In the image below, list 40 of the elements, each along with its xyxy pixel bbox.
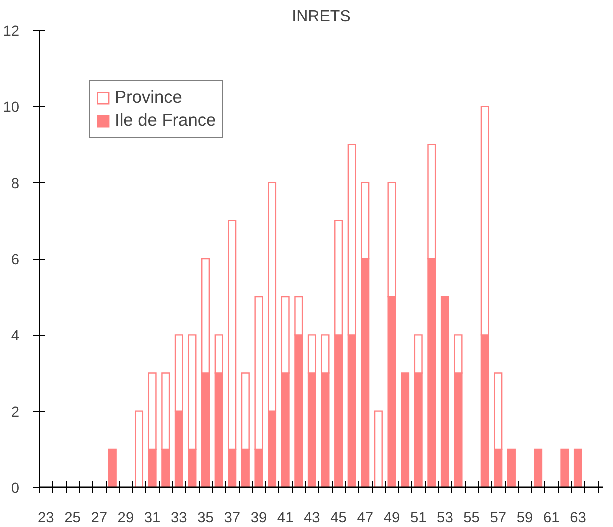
legend-label: Ile de France (115, 110, 216, 131)
bar (574, 448, 582, 488)
y-tick-label: 4 (11, 328, 20, 345)
x-tick-label: 23 (38, 510, 54, 526)
y-tick-label: 2 (11, 404, 20, 421)
x-tick-label: 27 (91, 510, 108, 526)
x-tick-label: 53 (437, 510, 454, 526)
bar (507, 448, 516, 488)
bar (560, 448, 570, 488)
x-tick-label: 41 (277, 510, 294, 526)
legend-label: Province (115, 87, 182, 108)
x-tick-label: 31 (144, 510, 161, 526)
x-tick-label: 49 (384, 510, 400, 526)
x-tick-label: 25 (64, 510, 81, 526)
x-tick-label: 59 (516, 510, 534, 526)
bar (135, 410, 144, 488)
x-tick-label: 39 (250, 510, 268, 526)
y-tick-label: 8 (11, 176, 20, 192)
x-tick-label: 45 (330, 510, 347, 526)
y-tick-label: 6 (11, 252, 20, 268)
y-tick-label: 10 (3, 100, 20, 116)
x-tick-label: 47 (357, 510, 374, 526)
x-tick-label: 37 (224, 510, 241, 526)
x-tick-label: 55 (464, 510, 480, 526)
x-tick-label: 43 (304, 510, 320, 526)
y-tick-label: 12 (3, 24, 20, 40)
x-tick-label: 51 (410, 510, 427, 526)
x-tick-label: 57 (490, 510, 507, 526)
x-tick-label: 63 (570, 510, 586, 526)
y-tick-label: 0 (11, 481, 20, 497)
x-tick-label: 33 (171, 510, 188, 526)
chart-title: INRETS (292, 8, 351, 26)
x-tick-label: 29 (118, 510, 134, 526)
bar (374, 410, 383, 488)
bar (108, 448, 117, 488)
x-tick-label: 61 (543, 510, 560, 526)
bar (534, 448, 543, 488)
bar (401, 372, 410, 488)
bar (440, 296, 450, 488)
x-tick-label: 35 (198, 510, 214, 526)
